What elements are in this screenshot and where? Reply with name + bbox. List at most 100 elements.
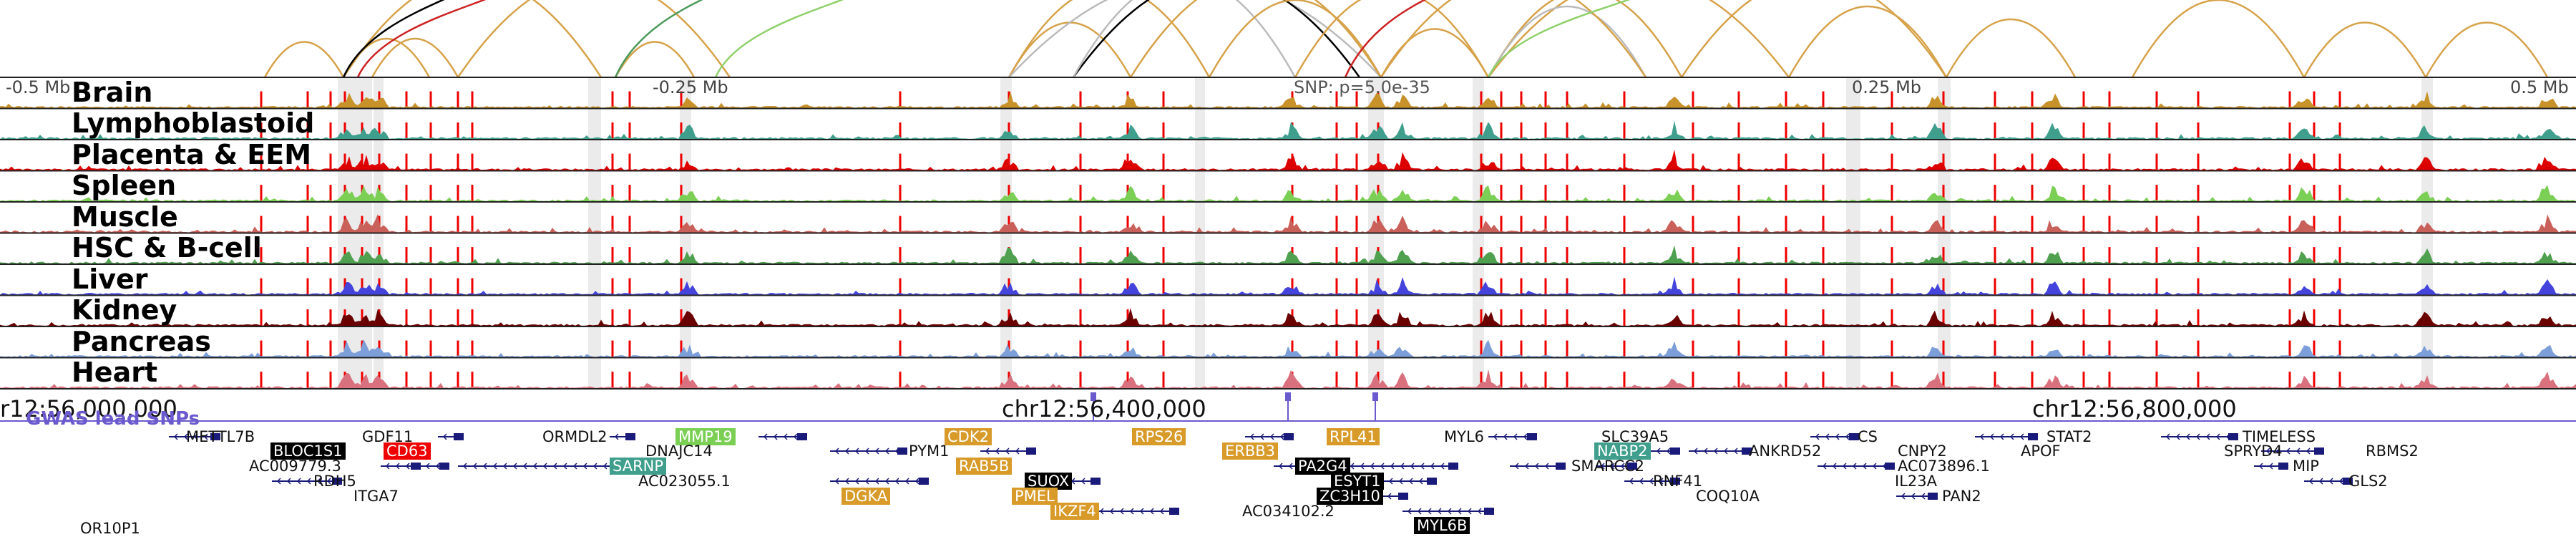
strand-arrow [1430, 463, 1435, 470]
strand-arrow [1649, 478, 1654, 485]
gene-rnf41: RNF41 [1653, 473, 1703, 490]
strand-arrow [1139, 508, 1144, 515]
strand-arrow [1370, 463, 1375, 470]
strand-arrow [1733, 448, 1738, 455]
strand-arrow [405, 463, 410, 470]
strand-arrow [834, 478, 839, 485]
exon-block [1627, 463, 1637, 470]
strand-arrow [1629, 478, 1634, 485]
exon-block [1928, 493, 1938, 500]
gene-ormdl2: ORMDL2 [542, 428, 608, 445]
interaction-arc [1680, 0, 1948, 78]
strand-arrow [884, 448, 889, 455]
strand-arrow [1825, 433, 1830, 440]
interaction-arc [1488, 0, 1790, 78]
gene-mmp19: MMP19 [675, 428, 736, 445]
exon-block [1670, 478, 1680, 485]
strand-arrow [793, 433, 798, 440]
gene-dgka: DGKA [841, 488, 891, 505]
strand-arrow [326, 478, 331, 485]
signal-track-placenta [0, 149, 2576, 170]
strand-arrow [844, 478, 849, 485]
strand-arrow [854, 448, 859, 455]
strand-arrow [1418, 478, 1423, 485]
strand-arrow [1921, 493, 1926, 500]
strand-arrow [1979, 433, 1984, 440]
strand-arrow [773, 433, 778, 440]
strand-arrow [1427, 508, 1432, 515]
strand-arrow [1129, 508, 1134, 515]
axis-label-half-mb: 0.5 Mb [2510, 77, 2569, 97]
strand-arrow [183, 433, 188, 440]
track-label-placenta: Placenta & EEM [72, 139, 312, 170]
strand-arrow [2205, 433, 2210, 440]
gene-ac034102: AC034102.2 [1242, 503, 1335, 520]
strand-arrow [1845, 433, 1850, 440]
gene-rbms2: RBMS2 [2366, 442, 2419, 460]
interaction-arc [1487, 5, 1647, 78]
interaction-arc [1208, 0, 1382, 78]
exon-block [332, 478, 342, 485]
strand-arrow [385, 463, 390, 470]
strand-arrow [1600, 463, 1605, 470]
strand-arrow [1080, 478, 1085, 485]
exon-block [439, 463, 449, 470]
gene-nabp2: NABP2 [1594, 442, 1651, 460]
exon-block [1091, 478, 1101, 485]
strand-arrow [395, 463, 400, 470]
strand-arrow [2268, 463, 2273, 470]
signal-track-muscle [0, 213, 2576, 233]
strand-arrow [1610, 463, 1615, 470]
gene-pym1: PYM1 [909, 442, 950, 460]
strand-arrow [1656, 448, 1661, 455]
exon-block [919, 478, 929, 485]
gene-esyt1: ESYT1 [1331, 473, 1384, 490]
track-label-muscle: Muscle [72, 201, 178, 233]
axis-label-minus-half-mb: -0.5 Mb [6, 77, 71, 97]
strand-arrow [532, 463, 537, 470]
strand-arrow [1534, 463, 1539, 470]
gene-pa2g4: PA2G4 [1295, 458, 1350, 475]
strand-arrow [904, 478, 909, 485]
track-label-liver: Liver [72, 263, 148, 295]
strand-arrow [1420, 463, 1425, 470]
strand-arrow [1852, 463, 1857, 470]
strand-arrow [914, 478, 919, 485]
chromatin-interaction-arcs [263, 0, 2549, 78]
exon-block [1849, 433, 1859, 440]
exon-block [2228, 433, 2238, 440]
strand-arrow [894, 478, 899, 485]
gene-ac009779: AC009779.3 [249, 458, 341, 475]
strand-arrow [1269, 433, 1274, 440]
interaction-arc [263, 41, 345, 78]
strand-arrow [542, 463, 547, 470]
track-label-lymphoblastoid: Lymphoblastoid [72, 107, 315, 139]
gene-rps26: RPS26 [1132, 428, 1186, 445]
exon-block [897, 448, 907, 455]
strand-arrow [1279, 433, 1284, 440]
gene-ac023055: AC023055.1 [638, 473, 731, 490]
strand-arrow [1437, 508, 1442, 515]
signal-track-kidney [0, 308, 2576, 326]
strand-arrow [874, 478, 879, 485]
strand-arrow [1693, 448, 1698, 455]
strand-arrow [1457, 508, 1462, 515]
interaction-arc [342, 0, 602, 78]
interaction-arc-offscreen [614, 0, 703, 78]
strand-arrow [482, 463, 487, 470]
strand-arrow [1440, 463, 1445, 470]
strand-arrow [1503, 433, 1508, 440]
strand-arrow [2165, 433, 2170, 440]
strand-arrow [854, 478, 859, 485]
strand-arrow [1380, 463, 1385, 470]
strand-arrow [1119, 508, 1124, 515]
track-label-kidney: Kidney [72, 294, 177, 326]
strand-arrow [2185, 433, 2190, 440]
strand-arrow [2009, 433, 2014, 440]
strand-arrow [522, 463, 527, 470]
exon-block [1527, 433, 1537, 440]
strand-arrow [1390, 463, 1395, 470]
strand-arrow [1410, 463, 1415, 470]
exon-block [2314, 448, 2324, 455]
